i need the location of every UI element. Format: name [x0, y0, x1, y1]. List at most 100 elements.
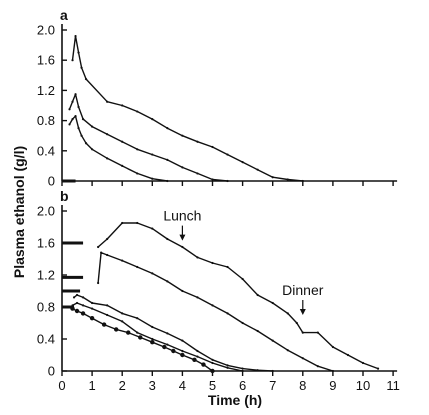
data-point-b-1-5 — [121, 320, 124, 323]
data-point-b-0-14 — [210, 368, 215, 374]
data-point-b-2-3 — [91, 301, 94, 305]
data-point-b-4-5 — [166, 237, 169, 241]
data-point-b-2-6 — [136, 317, 139, 320]
data-point-b-1-11 — [211, 361, 214, 365]
data-point-a-2-15 — [256, 168, 259, 171]
data-point-a-2-12 — [211, 145, 214, 149]
data-point-b-4-20 — [376, 367, 380, 370]
data-point-b-3-12 — [256, 329, 259, 333]
data-point-b-2-9 — [181, 339, 184, 342]
series-line-a-1 — [68, 93, 228, 182]
data-point-b-0-9 — [162, 344, 167, 350]
data-point-b-2-14 — [256, 369, 259, 372]
y-axis-title: Plasma ethanol (g/l) — [11, 146, 27, 278]
y-tick-label-b-1: 0.4 — [37, 332, 55, 347]
y-tick-label-a-1: 0.4 — [37, 143, 55, 158]
series-line-b-4 — [97, 222, 379, 370]
data-point-b-2-5 — [121, 312, 124, 315]
data-point-b-0-0 — [70, 306, 75, 311]
data-point-b-0-2 — [80, 311, 86, 316]
data-point-a-1-6 — [106, 133, 109, 136]
data-point-a-0-9 — [136, 172, 139, 175]
data-point-b-0-5 — [113, 327, 119, 332]
y-tick-label-b-3: 1.2 — [37, 268, 55, 283]
data-point-b-4-1 — [106, 237, 109, 241]
data-point-a-1-0 — [68, 108, 71, 111]
data-point-b-4-11 — [256, 293, 259, 297]
data-point-b-4-19 — [361, 361, 365, 365]
data-point-b-3-15 — [301, 357, 304, 360]
data-point-b-1-1 — [75, 301, 79, 305]
data-point-b-2-1 — [75, 293, 79, 297]
x-tick-label-3: 3 — [149, 378, 156, 393]
data-point-b-3-5 — [151, 272, 154, 275]
data-point-b-4-4 — [151, 227, 154, 230]
data-point-a-2-7 — [136, 110, 139, 113]
data-point-a-1-11 — [181, 166, 184, 169]
y-tick-label-a-5: 2.0 — [37, 23, 55, 38]
data-point-b-4-15 — [301, 331, 304, 334]
data-point-b-4-0 — [97, 245, 100, 249]
data-point-b-1-4 — [106, 313, 109, 317]
data-point-a-2-11 — [196, 140, 199, 143]
data-point-b-3-16 — [316, 365, 319, 368]
data-point-b-3-6 — [166, 280, 169, 283]
y-tick-label-b-4: 1.6 — [37, 236, 55, 251]
data-point-b-3-1 — [100, 251, 103, 254]
data-point-b-0-1 — [74, 308, 80, 314]
data-point-b-3-14 — [286, 349, 289, 352]
data-point-b-2-10 — [196, 349, 199, 353]
data-point-a-2-18 — [301, 179, 304, 183]
data-point-a-0-3 — [77, 127, 80, 130]
data-point-b-3-13 — [271, 339, 274, 342]
data-point-a-1-13 — [211, 178, 214, 181]
data-point-b-0-13 — [201, 362, 206, 367]
y-tick-label-a-2: 0.8 — [37, 113, 55, 128]
data-point-b-4-8 — [211, 261, 214, 265]
y-tick-label-b-0: 0 — [48, 364, 55, 379]
y-tick-label-b-2: 0.8 — [37, 300, 55, 315]
data-point-b-2-12 — [226, 364, 229, 367]
data-point-b-3-8 — [196, 296, 199, 299]
data-point-a-0-4 — [80, 134, 83, 137]
data-point-b-1-10 — [196, 355, 199, 358]
data-point-a-1-7 — [121, 140, 124, 143]
data-point-b-4-6 — [181, 245, 184, 249]
data-point-b-0-4 — [101, 322, 107, 327]
data-point-a-2-16 — [271, 176, 274, 179]
data-point-a-2-14 — [241, 161, 244, 164]
data-point-a-2-9 — [166, 127, 169, 130]
data-point-b-3-17 — [331, 369, 334, 373]
data-point-b-2-7 — [151, 325, 154, 329]
panel-label-a: a — [60, 7, 68, 23]
data-point-b-1-0 — [71, 304, 74, 307]
series-line-b-3 — [97, 251, 334, 372]
x-tick-label-2: 2 — [119, 378, 126, 393]
data-point-b-4-17 — [331, 345, 334, 349]
x-tick-label-7: 7 — [269, 378, 276, 393]
data-point-b-0-11 — [180, 352, 185, 358]
data-point-b-4-13 — [286, 312, 289, 315]
y-tick-label-b-5: 2.0 — [37, 204, 55, 219]
x-tick-label-0: 0 — [58, 378, 65, 393]
annotation-lunch: Lunch — [163, 208, 201, 224]
data-point-b-2-2 — [81, 296, 85, 299]
data-point-b-4-12 — [271, 301, 274, 305]
data-point-b-3-9 — [211, 304, 214, 307]
data-point-a-2-3 — [80, 66, 83, 69]
x-tick-label-8: 8 — [299, 378, 306, 393]
y-tick-label-a-0: 0 — [48, 174, 55, 189]
data-point-a-2-17 — [286, 178, 289, 181]
data-point-b-1-12 — [226, 366, 229, 369]
data-point-b-4-3 — [136, 221, 139, 225]
data-point-b-2-4 — [106, 304, 109, 307]
data-point-a-2-0 — [71, 59, 74, 62]
data-point-b-1-13 — [241, 369, 244, 373]
data-point-b-1-2 — [81, 304, 85, 307]
data-point-a-1-9 — [151, 153, 154, 156]
data-point-b-2-11 — [211, 358, 214, 361]
data-point-b-0-6 — [126, 330, 131, 335]
data-point-a-1-14 — [226, 179, 229, 183]
data-point-a-0-0 — [68, 123, 71, 126]
data-point-a-1-2 — [74, 93, 77, 96]
